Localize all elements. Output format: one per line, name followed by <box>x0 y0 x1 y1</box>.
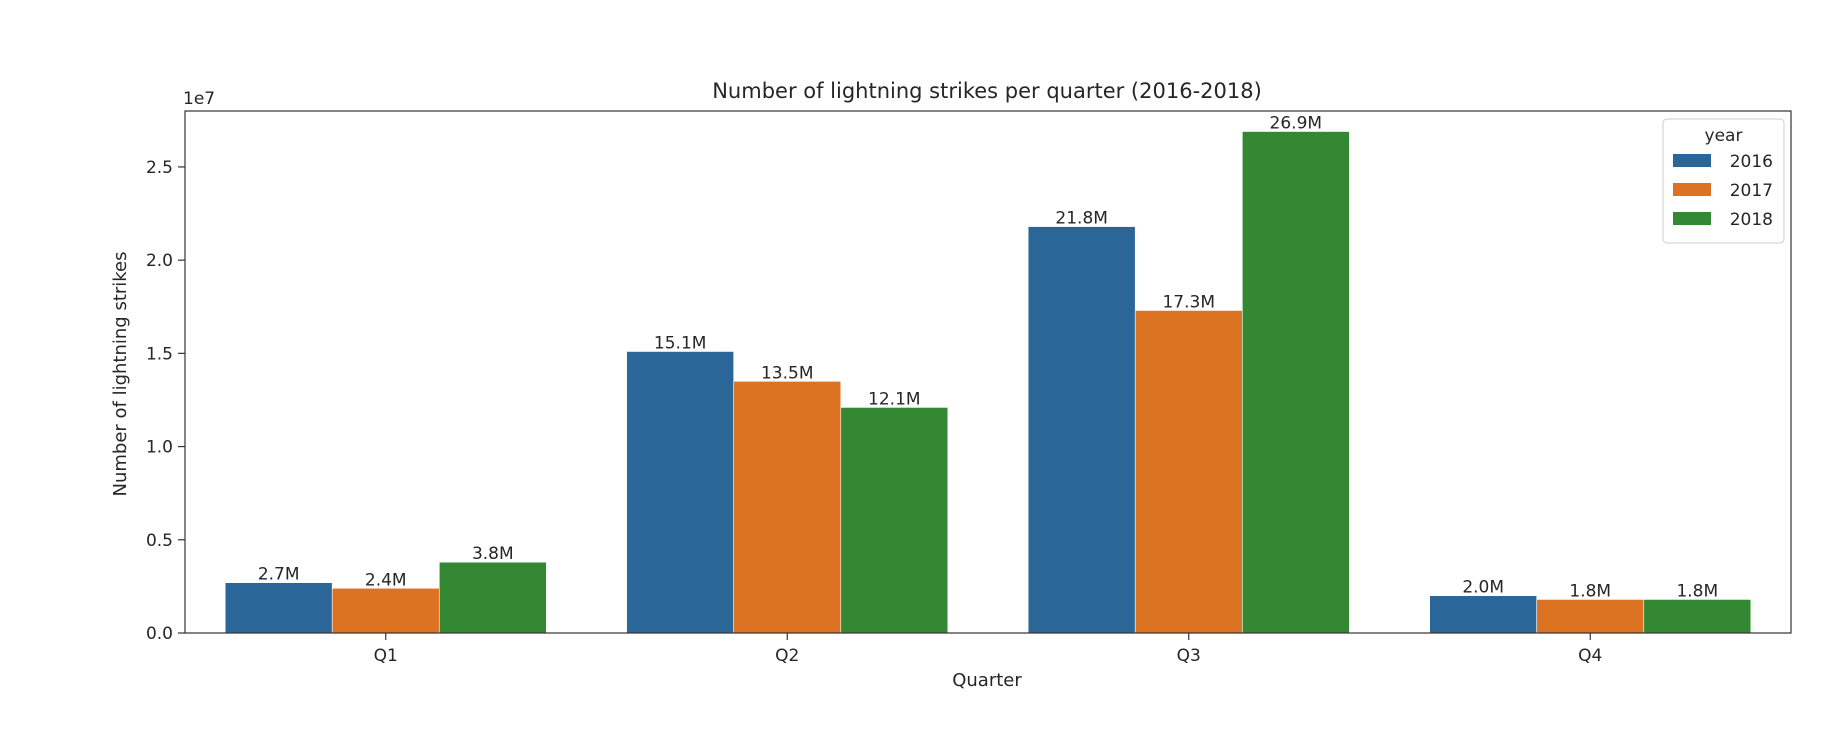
bar-value-label: 12.1M <box>868 389 921 409</box>
bar-value-label: 15.1M <box>654 333 707 353</box>
y-tick-label: 0.5 <box>146 531 173 551</box>
y-tick-label: 1.0 <box>146 438 173 458</box>
x-tick-label: Q4 <box>1578 646 1602 666</box>
bar-value-label: 13.5M <box>761 363 814 383</box>
bar-2018-Q2 <box>840 407 949 634</box>
legend-swatch-2018 <box>1673 212 1711 225</box>
bar-2018-Q4 <box>1643 599 1752 634</box>
bar-value-label: 2.0M <box>1462 578 1504 598</box>
y-tick-label: 0.0 <box>146 624 173 644</box>
plot-area: 2.7M 15.1M 21.8M 2.0M 2.4M 13.5M 17.3M 1.8M 3.8M… <box>146 110 1792 666</box>
legend-swatch-2016 <box>1673 154 1711 167</box>
bar-2016-Q2 <box>626 351 735 634</box>
legend-label: 2017 <box>1730 181 1773 201</box>
bar-value-label: 21.8M <box>1055 209 1108 229</box>
bar-2017-Q1 <box>331 587 440 634</box>
bar-2018-Q3 <box>1241 131 1350 634</box>
x-tick-label: Q2 <box>775 646 799 666</box>
bar-value-label: 3.8M <box>472 544 514 564</box>
legend-title: year <box>1705 126 1743 146</box>
y-axis-offset-text: 1e7 <box>183 89 215 109</box>
bar-value-label: 26.9M <box>1270 114 1323 134</box>
bar-value-label: 2.7M <box>258 565 300 585</box>
y-axis-label: Number of lightning strikes <box>110 251 131 496</box>
legend-swatch-2017 <box>1673 183 1711 196</box>
bar-value-label: 17.3M <box>1162 292 1215 312</box>
bar-2018-Q1 <box>438 561 547 634</box>
bar-value-label: 2.4M <box>365 570 407 590</box>
chart-title: Number of lightning strikes per quarter … <box>712 79 1262 103</box>
y-tick-label: 2.0 <box>146 251 173 271</box>
bar-2016-Q1 <box>224 582 333 634</box>
bar-2017-Q4 <box>1536 599 1645 634</box>
x-tick-label: Q3 <box>1177 646 1201 666</box>
plot-frame <box>184 110 1792 634</box>
bar-2016-Q3 <box>1027 226 1136 634</box>
legend-label: 2016 <box>1730 152 1773 172</box>
x-axis-label: Quarter <box>952 670 1022 691</box>
legend-label: 2018 <box>1730 210 1773 230</box>
bar-value-label: 1.8M <box>1569 581 1611 601</box>
x-tick-label: Q1 <box>374 646 398 666</box>
bar-2017-Q2 <box>733 381 842 634</box>
bar-2017-Q3 <box>1134 310 1243 634</box>
bar-value-label: 1.8M <box>1676 581 1718 601</box>
y-tick-label: 1.5 <box>146 344 173 364</box>
y-tick-label: 2.5 <box>146 158 173 178</box>
bar-2016-Q4 <box>1429 595 1538 634</box>
